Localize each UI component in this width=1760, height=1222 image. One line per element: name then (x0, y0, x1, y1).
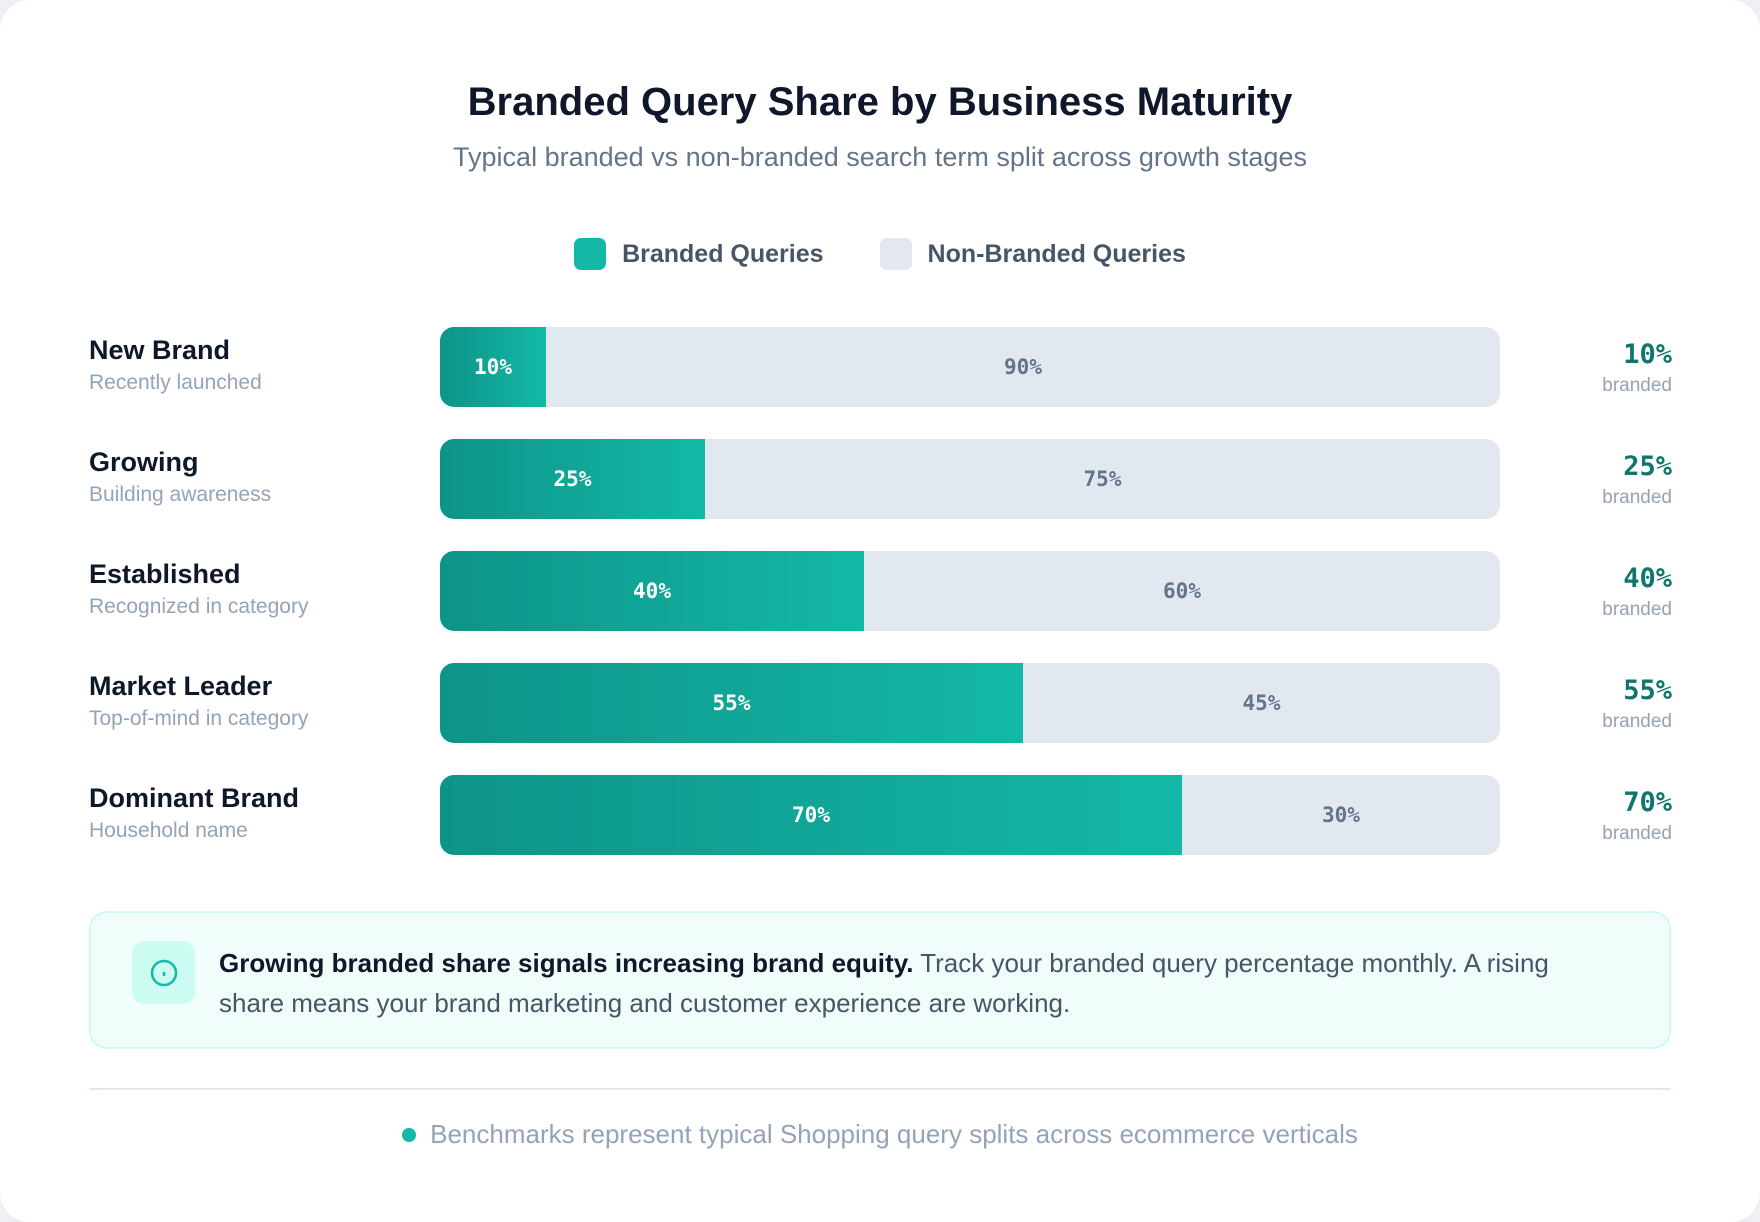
chart-subtitle: Typical branded vs non-branded search te… (453, 142, 1307, 172)
legend-item-branded: Branded Queries (574, 238, 824, 270)
category-label: Growing (89, 447, 199, 477)
stacked-bar: 10% 90% (440, 327, 1500, 407)
category-subtitle: Household name (89, 819, 248, 842)
bar-row: Market Leader Top-of-mind in category 55% 4… (0, 663, 1760, 743)
bar-row: Established Recognized in category 40% 60% 4… (0, 551, 1760, 631)
category-subtitle: Building awareness (89, 483, 272, 506)
chart-title: Branded Query Share by Business Maturity (467, 80, 1293, 124)
category-label: Established (89, 559, 241, 589)
branded-label: branded (1602, 823, 1672, 844)
branded-value: 10% (1623, 339, 1672, 370)
callout-body: Track your branded query percentage mont… (219, 948, 1549, 1018)
bar-segment-branded: 10% (440, 327, 546, 407)
bar-segment-branded: 40% (440, 551, 864, 631)
category-subtitle: Top-of-mind in category (89, 707, 309, 730)
branded-value: 55% (1623, 675, 1672, 706)
footer-note: Benchmarks represent typical Shopping qu… (0, 1119, 1760, 1150)
bar-segment-non-branded: 75% (1083, 467, 1122, 491)
branded-value: 25% (1623, 451, 1672, 482)
branded-label: branded (1602, 487, 1672, 508)
branded-value: 70% (1623, 787, 1672, 818)
bar-segment-non-branded: 45% (1242, 691, 1281, 715)
stacked-bar: 55% 45% (440, 663, 1500, 743)
category-label: Dominant Brand (89, 783, 300, 813)
bar-segment-non-branded: 30% (1322, 803, 1360, 827)
legend-swatch-branded (574, 238, 607, 270)
bar-segment-branded: 55% (440, 663, 1023, 743)
bar-row: New Brand Recently launched 10% 90% 10% brand… (0, 327, 1760, 407)
legend-label: Branded Queries (622, 239, 824, 268)
bar-segment-non-branded: 60% (1163, 579, 1201, 603)
legend-label: Non-Branded Queries (927, 239, 1186, 268)
stacked-bar: 25% 75% (440, 439, 1500, 519)
branded-value: 40% (1623, 563, 1672, 594)
stacked-bar: 70% 30% (440, 775, 1500, 855)
info-circle-icon (132, 941, 195, 1004)
category-label: Market Leader (89, 671, 273, 701)
bar-segment-branded: 25% (440, 439, 705, 519)
bar-row: Dominant Brand Household name 70% 30% 70% bra… (0, 775, 1760, 855)
legend-swatch-non-branded (879, 238, 912, 270)
divider (89, 1088, 1671, 1090)
branded-label: branded (1602, 599, 1672, 620)
category-subtitle: Recently launched (89, 371, 262, 394)
bar-row: Growing Building awareness 25% 75% 25% brande… (0, 439, 1760, 519)
footer-text: Benchmarks represent typical Shopping qu… (430, 1119, 1358, 1149)
category-label: New Brand (89, 335, 231, 365)
legend-item-non-branded: Non-Branded Queries (879, 238, 1186, 270)
branded-label: branded (1602, 375, 1672, 396)
callout-text: Growing branded share signals increasing… (219, 943, 1619, 1023)
stacked-bar: 40% 60% (440, 551, 1500, 631)
insight-callout: Growing branded share signals increasing… (89, 911, 1671, 1049)
category-subtitle: Recognized in category (89, 595, 309, 618)
dot-icon (402, 1127, 417, 1142)
bar-segment-non-branded: 90% (1004, 355, 1042, 379)
legend: Branded Queries Non-Branded Queries (0, 238, 1760, 270)
branded-label: branded (1602, 711, 1672, 732)
bar-segment-branded: 70% (440, 775, 1182, 855)
callout-bold: Growing branded share signals increasing… (219, 948, 914, 978)
